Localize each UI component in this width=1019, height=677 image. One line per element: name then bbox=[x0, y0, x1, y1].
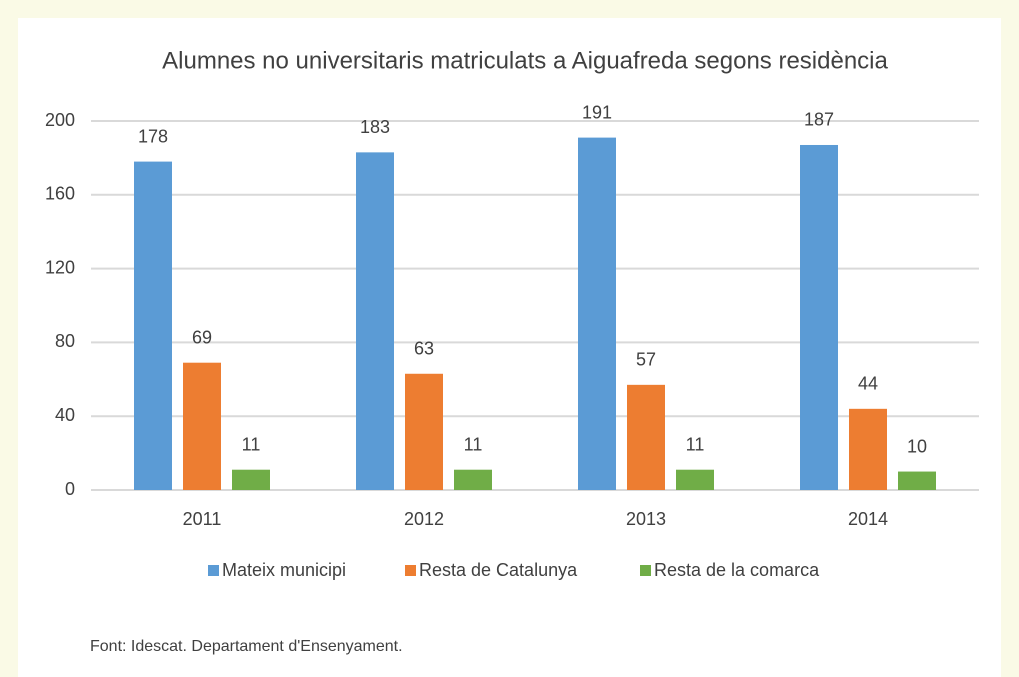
bar bbox=[232, 469, 270, 490]
bar bbox=[134, 161, 172, 490]
bar bbox=[676, 469, 714, 490]
legend-swatch bbox=[405, 565, 416, 576]
legend-label: Resta de la comarca bbox=[654, 560, 820, 580]
data-label: 191 bbox=[582, 102, 612, 122]
x-tick-label: 2012 bbox=[404, 509, 444, 529]
x-tick-label: 2014 bbox=[848, 509, 888, 529]
data-label: 11 bbox=[242, 434, 261, 454]
bar bbox=[356, 152, 394, 491]
bar bbox=[454, 469, 492, 490]
bar bbox=[849, 408, 887, 490]
bar bbox=[183, 362, 221, 490]
data-label: 63 bbox=[414, 339, 434, 359]
y-tick-label: 120 bbox=[45, 257, 75, 277]
legend-swatch bbox=[208, 565, 219, 576]
bar bbox=[578, 137, 616, 491]
bar bbox=[800, 144, 838, 491]
y-tick-label: 40 bbox=[55, 405, 75, 425]
data-label: 187 bbox=[804, 110, 834, 130]
y-tick-label: 0 bbox=[65, 479, 75, 499]
legend-label: Mateix municipi bbox=[222, 560, 346, 580]
y-tick-label: 160 bbox=[45, 184, 75, 204]
x-tick-label: 2011 bbox=[183, 509, 222, 529]
chart-title: Alumnes no universitaris matriculats a A… bbox=[162, 47, 888, 74]
data-label: 11 bbox=[686, 434, 705, 454]
data-label: 44 bbox=[858, 374, 878, 394]
y-tick-label: 80 bbox=[55, 331, 75, 351]
data-label: 69 bbox=[192, 327, 212, 347]
data-label: 178 bbox=[138, 126, 168, 146]
legend-swatch bbox=[640, 565, 651, 576]
x-tick-label: 2013 bbox=[626, 509, 666, 529]
data-label: 11 bbox=[464, 434, 483, 454]
data-label: 183 bbox=[360, 117, 390, 137]
data-label: 10 bbox=[907, 436, 927, 456]
y-tick-label: 200 bbox=[45, 110, 75, 130]
source-note: Font: Idescat. Departament d'Ensenyament… bbox=[90, 638, 403, 655]
bar bbox=[627, 384, 665, 490]
bar bbox=[898, 471, 936, 490]
data-label: 57 bbox=[636, 350, 656, 370]
bar bbox=[405, 373, 443, 490]
legend-label: Resta de Catalunya bbox=[419, 560, 578, 580]
